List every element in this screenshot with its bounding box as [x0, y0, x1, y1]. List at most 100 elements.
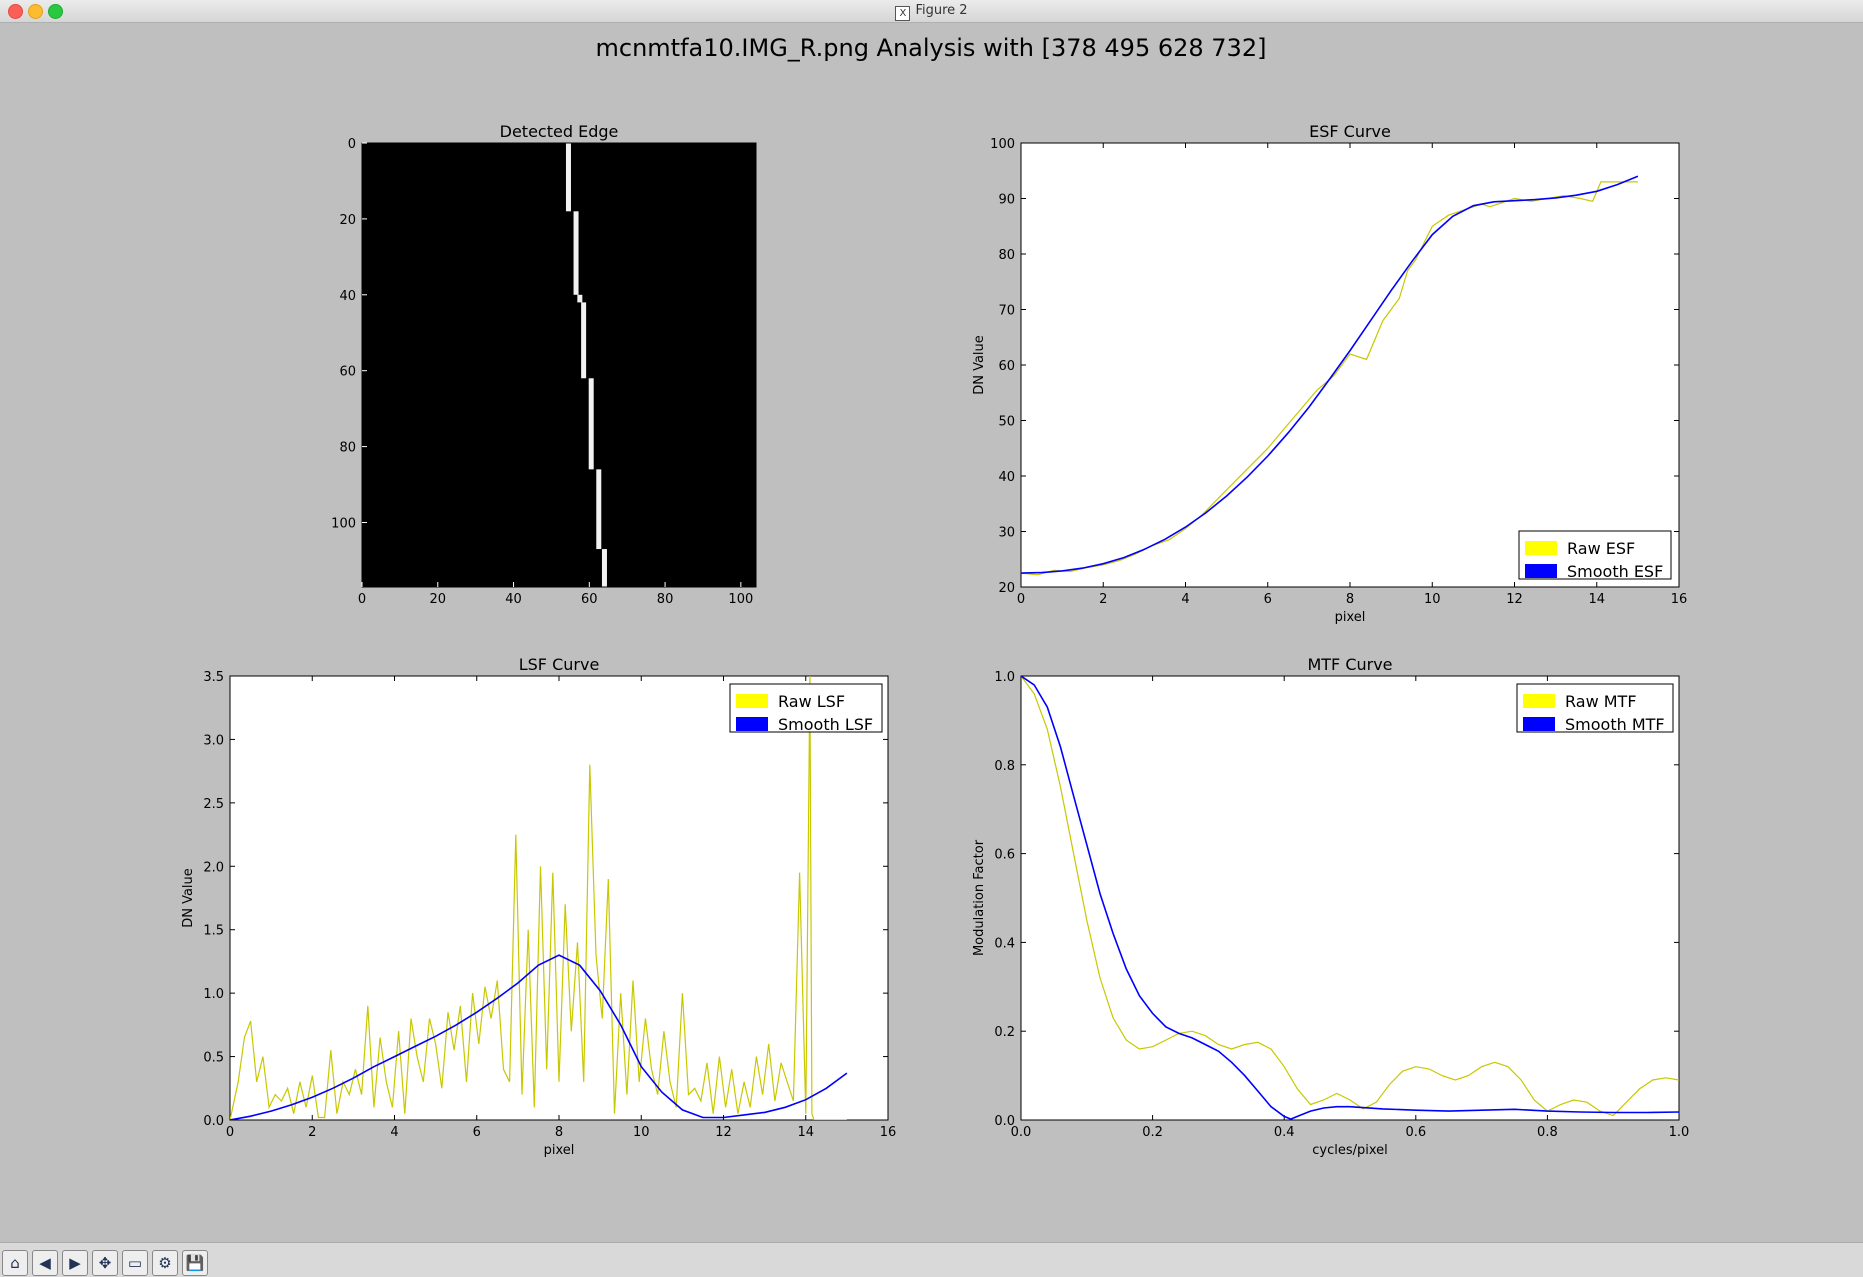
- y-tick-label: 60: [339, 365, 356, 380]
- close-window-button[interactable]: [8, 4, 23, 19]
- mtf-title: MTF Curve: [1307, 655, 1392, 674]
- back-button[interactable]: ◀: [32, 1250, 58, 1276]
- x-tick-label: 100: [728, 592, 753, 607]
- legend-swatch: [1523, 717, 1555, 731]
- x-tick-label: 14: [1588, 592, 1605, 607]
- zoom-rect-icon: ▭: [127, 1254, 143, 1272]
- x-tick-label: 0: [358, 592, 366, 607]
- y-tick-label: 0: [348, 137, 356, 152]
- x-tick-label: 6: [473, 1125, 481, 1140]
- figure-suptitle: mcnmtfa10.IMG_R.png Analysis with [378 4…: [596, 34, 1267, 62]
- legend-swatch: [1523, 694, 1555, 708]
- y-tick-label: 50: [998, 415, 1015, 430]
- mtf-ylabel: Modulation Factor: [972, 839, 987, 956]
- navigation-toolbar: ⌂ ◀ ▶ ✥ ▭ ⚙ 💾: [0, 1242, 1863, 1277]
- x-tick-label: 2: [308, 1125, 316, 1140]
- x-tick-label: 0: [226, 1125, 234, 1140]
- legend-entry: Raw MTF: [1565, 692, 1637, 711]
- legend-entry: Raw LSF: [778, 692, 845, 711]
- x-tick-label: 14: [797, 1125, 814, 1140]
- x-tick-label: 2: [1099, 592, 1107, 607]
- y-tick-label: 0.6: [994, 848, 1015, 863]
- y-tick-label: 30: [998, 526, 1015, 541]
- x-tick-label: 10: [1424, 592, 1441, 607]
- x-tick-label: 4: [390, 1125, 398, 1140]
- y-tick-label: 0.5: [203, 1051, 224, 1066]
- figure-canvas: mcnmtfa10.IMG_R.png Analysis with [378 4…: [181, 34, 1689, 1158]
- maximize-window-button[interactable]: [48, 4, 63, 19]
- x-tick-label: 1.0: [1669, 1125, 1690, 1140]
- y-tick-label: 2.5: [203, 797, 224, 812]
- edge-pixel-segment: [588, 378, 594, 470]
- y-tick-label: 90: [998, 193, 1015, 208]
- edge-pixel-segment: [601, 549, 607, 587]
- window-title-text: Figure 2: [915, 3, 968, 18]
- legend-entry: Smooth ESF: [1567, 562, 1663, 581]
- lsf-axes: LSF Curve 0 2 4 6 8 10 12 14 16 0.0 0.5 1.0 1.5 2.0 2.5…: [181, 655, 896, 1158]
- y-tick-label: 2.0: [203, 860, 224, 875]
- y-tick-label: 60: [998, 359, 1015, 374]
- y-tick-label: 80: [998, 248, 1015, 263]
- mtf-series-line: [1021, 676, 1679, 1120]
- x-tick-label: 8: [1346, 592, 1354, 607]
- x-tick-label: 80: [657, 592, 674, 607]
- lsf-title: LSF Curve: [519, 655, 600, 674]
- y-tick-label: 0.0: [994, 1114, 1015, 1129]
- lsf-plot-area: [229, 675, 889, 1121]
- edge-frame: [361, 142, 757, 588]
- edge-image-background: [362, 143, 756, 587]
- mtf-xlabel: cycles/pixel: [1312, 1143, 1388, 1158]
- y-tick-label: 100: [990, 137, 1015, 152]
- pan-button[interactable]: ✥: [92, 1250, 118, 1276]
- legend-swatch: [736, 694, 768, 708]
- x11-icon: X: [895, 6, 911, 21]
- x-tick-label: 16: [880, 1125, 897, 1140]
- minimize-window-button[interactable]: [28, 4, 43, 19]
- forward-button[interactable]: ▶: [62, 1250, 88, 1276]
- y-tick-label: 3.5: [203, 670, 224, 685]
- edge-title: Detected Edge: [500, 122, 619, 141]
- edge-pixel-segment: [581, 302, 587, 379]
- esf-ylabel: DN Value: [972, 335, 987, 395]
- y-tick-label: 1.5: [203, 924, 224, 939]
- x-tick-label: 0.8: [1537, 1125, 1558, 1140]
- x-tick-label: 16: [1671, 592, 1688, 607]
- y-tick-label: 20: [339, 213, 356, 228]
- zoom-button[interactable]: ▭: [122, 1250, 148, 1276]
- edge-axes: Detected Edge 0 20 40 60 80 100 0 20 40 60 80 100: [331, 122, 757, 607]
- x-tick-label: 0.4: [1274, 1125, 1295, 1140]
- home-icon: ⌂: [10, 1254, 20, 1272]
- y-tick-label: 0.0: [203, 1114, 224, 1129]
- legend-entry: Smooth MTF: [1565, 715, 1665, 734]
- esf-series-line: [1021, 175, 1639, 574]
- lsf-xlabel: pixel: [544, 1143, 575, 1158]
- home-button[interactable]: ⌂: [2, 1250, 28, 1276]
- x-tick-label: 0.2: [1142, 1125, 1163, 1140]
- pan-icon: ✥: [98, 1254, 112, 1272]
- x-tick-label: 12: [1506, 592, 1523, 607]
- y-tick-label: 70: [998, 304, 1015, 319]
- forward-arrow-icon: ▶: [69, 1254, 81, 1272]
- subplots-button[interactable]: ⚙: [152, 1250, 178, 1276]
- save-button[interactable]: 💾: [182, 1250, 208, 1276]
- edge-pixel-segment: [577, 294, 583, 303]
- mtf-axes: MTF Curve 0.0 0.2 0.4 0.6 0.8 1.0 0.0 0.2 0.4 0.6 0…: [972, 655, 1689, 1158]
- lsf-series-line: [230, 676, 847, 1120]
- lsf-ylabel: DN Value: [181, 868, 196, 928]
- esf-axes: ESF Curve 0 2 4 6 8 10 12 14 16 20 30 40 50 60 70 80 90 10…: [972, 122, 1687, 625]
- y-tick-label: 1.0: [994, 670, 1015, 685]
- x-tick-label: 10: [633, 1125, 650, 1140]
- mtf-plot-area: [1020, 675, 1680, 1121]
- x-tick-label: 12: [715, 1125, 732, 1140]
- y-tick-label: 1.0: [203, 987, 224, 1002]
- lsf-legend: Raw LSF Smooth LSF: [729, 683, 883, 734]
- x-tick-label: 0.0: [1011, 1125, 1032, 1140]
- legend-entry: Smooth LSF: [778, 715, 873, 734]
- x-tick-label: 0: [1017, 592, 1025, 607]
- edge-pixel-segment: [565, 143, 571, 212]
- esf-plot-area: [1020, 142, 1680, 588]
- y-tick-label: 40: [339, 289, 356, 304]
- legend-swatch: [1525, 541, 1557, 555]
- y-tick-label: 20: [998, 581, 1015, 596]
- legend-swatch: [1525, 564, 1557, 578]
